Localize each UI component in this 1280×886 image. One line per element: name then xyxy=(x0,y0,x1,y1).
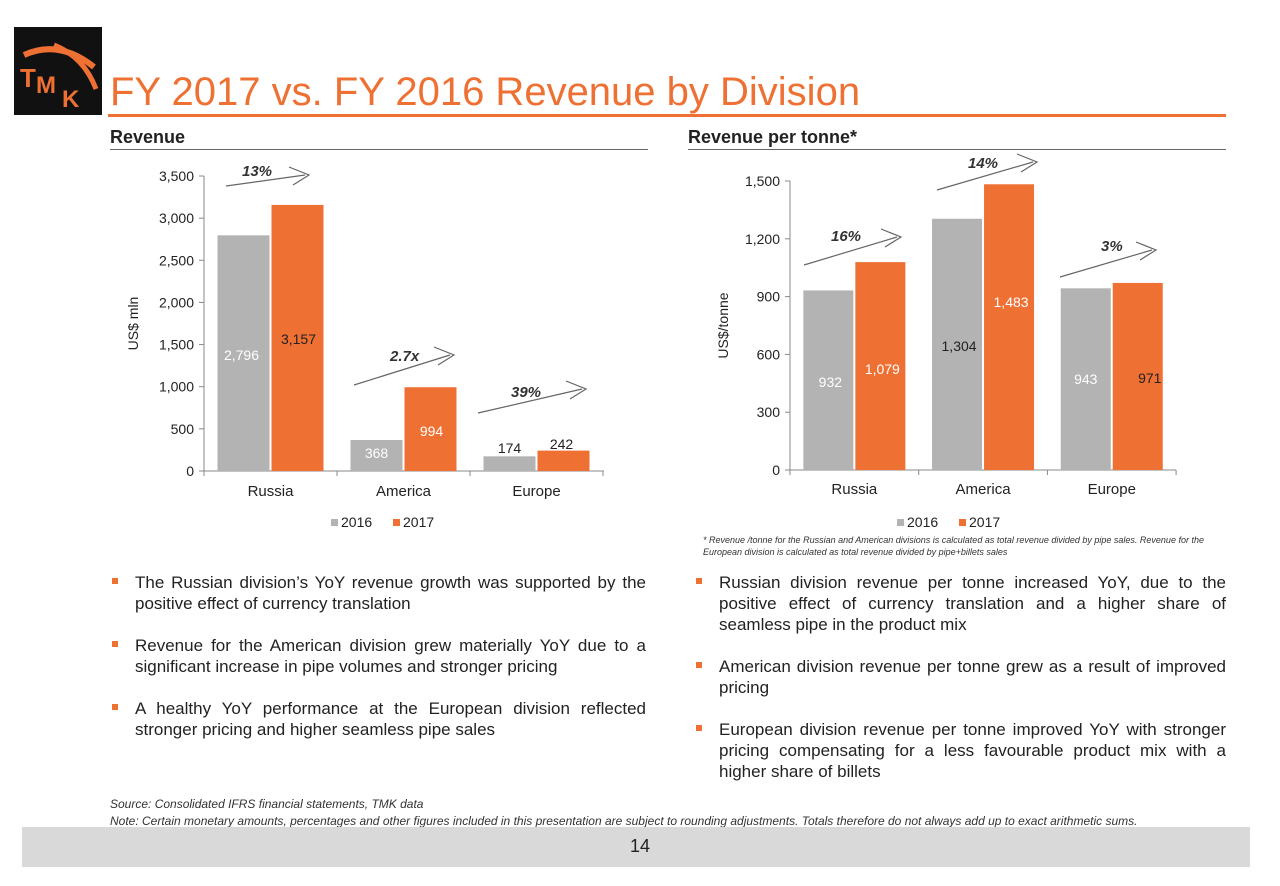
page-title: FY 2017 vs. FY 2016 Revenue by Division xyxy=(110,70,861,114)
revenue-legend-swatch-2017 xyxy=(393,519,400,526)
revenue-legend-label-2017: 2017 xyxy=(403,514,434,530)
revenue-y-tick-label: 3,500 xyxy=(159,168,194,184)
revenue-y-tick-label: 1,500 xyxy=(159,337,194,353)
source-note: Source: Consolidated IFRS financial stat… xyxy=(110,796,1137,830)
revenue-category-label: Russia xyxy=(248,483,295,500)
revenue-bar-2016-america xyxy=(350,439,403,471)
right-bullet-list: Russian division revenue per tonne incre… xyxy=(694,572,1226,803)
revenue-y-tick-label: 2,500 xyxy=(159,252,194,268)
revenue-growth-arrow xyxy=(477,388,583,414)
revenue-value-label: 2,796 xyxy=(224,347,259,363)
revenue-growth-arrowhead xyxy=(433,346,456,366)
revenue-y-tick-label: 500 xyxy=(171,421,195,437)
revenue-category-label: Europe xyxy=(512,483,560,500)
revenue-bar-2017-america xyxy=(404,387,457,471)
chart-footnote: * Revenue /tonne for the Russian and Ame… xyxy=(703,535,1204,557)
revenue-value-label: 174 xyxy=(498,440,522,456)
revenue-growth-arrowhead xyxy=(565,380,588,400)
revenue-growth-label: 13% xyxy=(242,163,272,180)
revenue-legend-label-2016: 2016 xyxy=(341,514,372,530)
revenue-growth-arrow xyxy=(353,354,451,386)
revenue-legend-swatch-2016 xyxy=(331,519,338,526)
revenue-y-tick-label: 2,000 xyxy=(159,294,194,310)
revenue-value-label: 994 xyxy=(420,423,444,439)
right-bullet-1: Russian division revenue per tonne incre… xyxy=(694,572,1226,635)
right-bullet-2: American division revenue per tonne grew… xyxy=(694,656,1226,698)
svg-text:M: M xyxy=(36,72,56,99)
revenue-growth-arrowhead xyxy=(288,166,311,186)
revenue-heading-rule xyxy=(110,149,648,150)
tmk-logo-mark: T M K xyxy=(20,42,99,113)
revenue-category-label: America xyxy=(376,483,432,500)
revenue-heading: Revenue xyxy=(110,127,186,147)
revenue-per-tonne-heading: Revenue per tonne* xyxy=(688,127,858,147)
right-bullet-3: European division revenue per tonne impr… xyxy=(694,719,1226,782)
title-divider xyxy=(108,114,1226,117)
source-text: Source: Consolidated IFRS financial stat… xyxy=(110,797,424,811)
revenue-value-label: 242 xyxy=(550,436,574,452)
revenue-y-axis-label: US$ mln xyxy=(125,297,141,351)
revenue-growth-label: 2.7x xyxy=(389,348,420,365)
revenue-growth-label: 39% xyxy=(511,384,541,401)
footer-bar xyxy=(22,827,1250,867)
revenue-bar-2017-russia xyxy=(271,204,324,471)
left-bullet-1: The Russian division’s YoY revenue growt… xyxy=(110,572,646,614)
left-bullet-3: A healthy YoY performance at the Europea… xyxy=(110,698,646,740)
rounding-note: Note: Certain monetary amounts, percenta… xyxy=(110,814,1138,828)
revenue-bar-2016-russia xyxy=(217,235,270,471)
svg-text:T: T xyxy=(20,63,36,93)
revenue-y-tick-label: 0 xyxy=(186,463,194,479)
page-number: 14 xyxy=(629,836,651,856)
revenue-y-tick-label: 1,000 xyxy=(159,379,194,395)
svg-text:K: K xyxy=(62,86,80,113)
left-bullet-list: The Russian division’s YoY revenue growt… xyxy=(110,572,646,761)
revenue-value-label: 3,157 xyxy=(281,331,316,347)
left-bullet-2: Revenue for the American division grew m… xyxy=(110,635,646,677)
revenue-y-tick-label: 3,000 xyxy=(159,210,194,226)
revenue-bar-2017-europe xyxy=(537,450,590,471)
tmk-logo: T M K xyxy=(14,27,102,115)
revenue-bar-2016-europe xyxy=(483,456,536,471)
revenue-value-label: 368 xyxy=(365,445,389,461)
revenue-per-tonne-heading-rule xyxy=(688,149,1226,150)
revenue-growth-arrow xyxy=(225,174,306,187)
